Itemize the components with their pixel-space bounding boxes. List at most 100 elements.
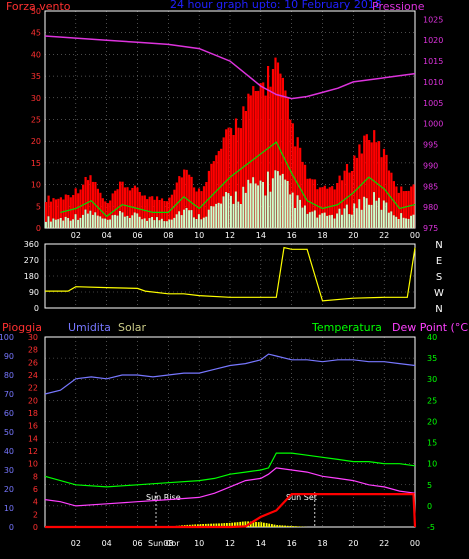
wind-speed-bar bbox=[341, 215, 343, 228]
wind-speed-bar bbox=[233, 204, 235, 228]
wind-x-tick: 02 bbox=[71, 231, 81, 240]
wind-speed-bar bbox=[390, 211, 392, 228]
pressure-y-tick: 975 bbox=[423, 224, 438, 233]
solar-bar bbox=[263, 523, 265, 527]
direction-y-tick: 90 bbox=[29, 288, 39, 297]
direction-compass-tick: S bbox=[436, 272, 442, 283]
wind-speed-bar bbox=[183, 210, 185, 228]
wind-speed-bar bbox=[336, 214, 338, 229]
wind-speed-bar bbox=[368, 205, 370, 228]
wind-speed-bar bbox=[149, 218, 151, 228]
temperature-y-tick: 0 bbox=[427, 502, 432, 511]
wind-speed-bar bbox=[309, 212, 311, 228]
rain-y-tick: 2 bbox=[33, 510, 38, 519]
wind-speed-bar bbox=[403, 218, 405, 228]
wind-speed-bar bbox=[154, 220, 156, 228]
direction-compass-tick: N bbox=[435, 240, 442, 251]
wind-speed-bar bbox=[405, 218, 407, 228]
solar-bar bbox=[295, 526, 297, 527]
wind-speed-bar bbox=[218, 203, 220, 228]
wind-speed-bar bbox=[225, 192, 227, 228]
wind-y-tick: 10 bbox=[31, 181, 41, 190]
wind-y-tick: 45 bbox=[31, 29, 41, 38]
wind-speed-bar bbox=[242, 187, 244, 228]
rain-y-tick: 30 bbox=[28, 333, 38, 342]
wind-speed-bar bbox=[346, 205, 348, 228]
wind-speed-bar bbox=[141, 219, 143, 228]
solar-bar bbox=[287, 526, 289, 527]
pressure-y-tick: 1000 bbox=[423, 120, 443, 129]
wind-y-tick: 15 bbox=[31, 159, 41, 168]
wind-speed-bar bbox=[385, 203, 387, 229]
weather-x-tick: 04 bbox=[102, 539, 112, 548]
wind-speed-bar bbox=[87, 214, 89, 228]
rain-y-tick: 22 bbox=[28, 384, 38, 393]
wind-speed-bar bbox=[181, 215, 183, 228]
wind-speed-bar bbox=[139, 217, 141, 228]
temperature-y-tick: -5 bbox=[427, 523, 435, 532]
wind-speed-bar bbox=[178, 211, 180, 228]
wind-speed-bar bbox=[373, 192, 375, 228]
wind-y-tick: 50 bbox=[31, 7, 41, 16]
wind-speed-bar bbox=[304, 206, 306, 229]
direction-y-tick: 360 bbox=[24, 240, 39, 249]
wind-y-tick: 5 bbox=[36, 202, 41, 211]
wind-speed-bar bbox=[193, 217, 195, 228]
wind-speed-bar bbox=[102, 219, 104, 229]
wind-y-tick: 40 bbox=[31, 50, 41, 59]
temperature-y-tick: 15 bbox=[427, 439, 437, 448]
direction-y-tick: 180 bbox=[24, 272, 39, 281]
temperature-y-tick: 35 bbox=[427, 354, 437, 363]
chart-marks: 0510152025303540455097598098599099510001… bbox=[0, 7, 444, 548]
wind-speed-bar bbox=[344, 208, 346, 228]
wind-speed-bar bbox=[321, 213, 323, 228]
weather-x-tick: 00 bbox=[410, 539, 420, 548]
humidity-y-tick: 40 bbox=[4, 447, 14, 456]
wind-speed-bar bbox=[250, 183, 252, 228]
wind-speed-bar bbox=[316, 218, 318, 228]
wind-speed-bar bbox=[314, 210, 316, 228]
wind-y-tick: 25 bbox=[31, 116, 41, 125]
rain-y-tick: 6 bbox=[33, 485, 38, 494]
wind-speed-bar bbox=[220, 204, 222, 228]
wind-speed-bar bbox=[89, 211, 91, 228]
wind-speed-bar bbox=[339, 209, 341, 228]
wind-x-tick: 08 bbox=[163, 231, 173, 240]
wind-speed-bar bbox=[203, 218, 205, 228]
wind-x-tick: 22 bbox=[379, 231, 389, 240]
solar-bar bbox=[268, 524, 270, 527]
wind-speed-bar bbox=[393, 215, 395, 228]
pressure-y-tick: 1020 bbox=[423, 36, 443, 45]
wind-speed-bar bbox=[410, 216, 412, 228]
wind-speed-bar bbox=[112, 215, 114, 228]
pressure-y-tick: 980 bbox=[423, 203, 438, 212]
wind-speed-bar bbox=[173, 218, 175, 228]
wind-speed-bar bbox=[60, 218, 62, 228]
wind-speed-bar bbox=[186, 208, 188, 228]
wind-speed-bar bbox=[45, 222, 47, 228]
wind-speed-bar bbox=[171, 220, 173, 228]
wind-speed-bar bbox=[245, 193, 247, 228]
weather-x-tick: 06 bbox=[132, 539, 142, 548]
wind-speed-bar bbox=[109, 220, 111, 229]
wind-speed-bar bbox=[282, 174, 284, 228]
temperature-y-tick: 10 bbox=[427, 460, 437, 469]
solar-bar bbox=[260, 522, 262, 527]
wind-speed-bar bbox=[383, 201, 385, 229]
direction-compass-tick: E bbox=[436, 256, 442, 267]
direction-compass-tick: W bbox=[434, 288, 444, 299]
wind-speed-bar bbox=[161, 219, 163, 228]
wind-speed-bar bbox=[62, 221, 64, 228]
wind-speed-bar bbox=[52, 219, 54, 229]
rain-y-tick: 20 bbox=[28, 396, 38, 405]
weather-x-tick: 02 bbox=[71, 539, 81, 548]
temperature-y-tick: 30 bbox=[427, 375, 437, 384]
wind-speed-bar bbox=[104, 219, 106, 228]
wind-speed-bar bbox=[395, 217, 397, 228]
wind-speed-bar bbox=[230, 196, 232, 228]
humidity-y-tick: 80 bbox=[4, 371, 14, 380]
wind-speed-bar bbox=[297, 195, 299, 228]
wind-speed-bar bbox=[215, 204, 217, 228]
